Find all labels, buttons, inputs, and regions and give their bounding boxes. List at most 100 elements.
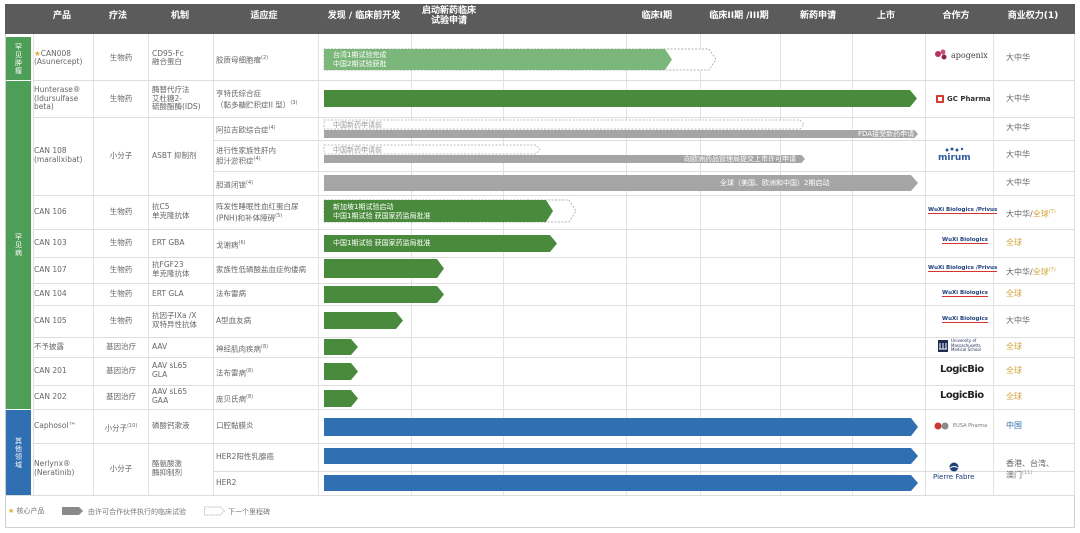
group-other: 其他领域 (6, 410, 31, 496)
rights-label: 中国 (1006, 421, 1022, 430)
footnote-ref: (7) (1048, 266, 1056, 273)
therapy: 基因治疗 (98, 341, 144, 352)
progress-bar (324, 90, 919, 107)
legend-core-label: 核心产品 (16, 507, 45, 515)
progress-bar (324, 448, 920, 464)
therapy: 生物药 (98, 265, 144, 275)
header-discovery: 发现 / 临床前开发 (327, 11, 401, 21)
product-name: CAN 105 (34, 316, 67, 326)
indication-label: 法布雷病 (216, 368, 246, 378)
footnote-ref: (7) (1048, 208, 1056, 215)
mirum-icon (945, 147, 964, 152)
row-divider (33, 195, 1074, 196)
product-label: Caphosol™ (34, 421, 77, 431)
milestone-bar (323, 144, 542, 155)
product-name: CAN 107 (34, 265, 67, 275)
logicbio-wordmark: LogicBio (940, 364, 984, 375)
header-product: 产品 (52, 11, 71, 21)
header-partner: 合作方 (942, 11, 970, 21)
row-divider (33, 337, 1074, 338)
eusa-wordmark: EUSA Pharma (953, 423, 988, 429)
commercial-rights: 大中华 (1006, 53, 1030, 63)
partner-logo-umass: University of Massachusetts Medical Scho… (938, 338, 983, 353)
wuxi-wordmark: WuXi Biologics (942, 237, 988, 244)
rights-label: 大中华 (1006, 93, 1030, 103)
legend-core: ★ 核心产品 (8, 506, 45, 516)
group-rare-disease: 罕见病 (6, 81, 31, 409)
milestone-bar (323, 119, 806, 130)
row-divider (33, 357, 1074, 358)
row-divider (33, 385, 1074, 386)
rights-label: 大中华 (1006, 177, 1030, 187)
column-divider (626, 34, 627, 496)
mechanism: 磷酸钙漱液 (152, 421, 190, 431)
footnote-ref: (4) (253, 156, 261, 163)
indication-label: HER2 (216, 477, 237, 487)
bar-label: FDA接受新药申请 (858, 130, 915, 138)
indication-label: HER2阳性乳腺癌 (216, 451, 274, 461)
partner-logo-wuxi-105: WuXi Biologics (942, 316, 988, 323)
product-name: CAN 104 (34, 288, 67, 299)
partner-logo-mirum: mirum (938, 146, 971, 163)
bar-label: 新加坡1期试验启动 (333, 203, 394, 211)
progress-bar (324, 312, 405, 329)
therapy: 生物药 (98, 316, 144, 326)
indication-label: 阵发性睡眠性血红蛋白尿 (PNH)和补体障碍 (216, 202, 299, 223)
commercial-rights: 大中华 (1006, 150, 1030, 160)
therapy-label: 基因治疗 (106, 341, 136, 351)
commercial-rights: 全球 (1006, 391, 1022, 402)
header-phase1: 临床I期 (641, 11, 672, 21)
commercial-rights: 大中华 (1006, 93, 1030, 104)
product-label: CAN 108 (maralixibat) (34, 146, 83, 164)
footnote-ref: (4) (268, 125, 276, 132)
product-label: CAN 104 (34, 288, 67, 298)
indication: 庞贝氏病(8) (216, 393, 253, 404)
therapy: 生物药 (98, 288, 144, 299)
indication: 亨特氏综合症 （黏多糖贮积症II 型）(3) (216, 89, 297, 110)
therapy: 小分子 (98, 463, 144, 474)
header-mechanism: 机制 (170, 11, 189, 21)
commercial-rights: 大中华 (1006, 123, 1030, 133)
group-rare-disease-label: 罕见病 (14, 233, 23, 257)
row-divider (213, 471, 1074, 472)
rights-global-label: 全球 (1006, 391, 1022, 401)
product-name: Hunterase® (Idursulfase beta) (34, 85, 80, 112)
rights-global-label: 全球 (1006, 237, 1022, 247)
partner-logo-logicbio-201: LogicBio (940, 364, 984, 375)
indication: A型血友病 (216, 316, 251, 326)
indication-label: 阿拉吉欧综合症 (216, 125, 269, 135)
mechanism: 抗FGF23 单克隆抗体 (152, 260, 190, 278)
footnote-ref: (11) (1022, 469, 1033, 476)
partner-logo-wuxi-103: WuXi Biologics (942, 237, 988, 244)
group-rare-tumor-label: 罕见肿瘤 (14, 42, 23, 75)
progress-bar (324, 418, 920, 436)
rights-global-label: 全球 (1006, 288, 1022, 298)
indication-label: 胆道闭锁 (216, 180, 246, 190)
legend-milestone: 下一个里程碑 (228, 508, 270, 516)
header-rights: 商业权力(1) (1007, 11, 1059, 21)
therapy-label: 小分子 (109, 463, 133, 473)
product-name: CAN 103 (34, 238, 67, 248)
rights-label: 大中华 (1006, 123, 1030, 132)
indication-label: 戈谢病 (216, 240, 239, 250)
mechanism: ASBT 抑制剂 (152, 150, 197, 160)
progress-bar (324, 363, 360, 380)
row-divider (213, 171, 1074, 172)
apogenix-icon (935, 49, 947, 60)
therapy-label: 生物药 (109, 288, 133, 298)
progress-bar (323, 199, 578, 223)
partner-logo-pierre-fabre: Pierre Fabre (933, 462, 974, 481)
progress-bar (324, 259, 446, 278)
row-divider (33, 443, 1074, 444)
eusa-icon (934, 422, 949, 430)
wuxi-privus-wordmark: WuXi Biologics /Privus (928, 207, 998, 214)
footnote-ref: (6) (238, 239, 246, 246)
rights-global-label: 全球 (1032, 209, 1049, 219)
therapy: 基因治疗 (98, 392, 144, 402)
row-divider (33, 117, 1074, 118)
product-name: Nerlynx® (Neratinib) (34, 459, 74, 478)
product-name: CAN 202 (34, 392, 67, 402)
indication-label: 法布雷病 (216, 288, 246, 298)
commercial-rights: 中国 (1006, 421, 1022, 431)
product-label: CAN008 (Asunercept) (34, 48, 83, 67)
